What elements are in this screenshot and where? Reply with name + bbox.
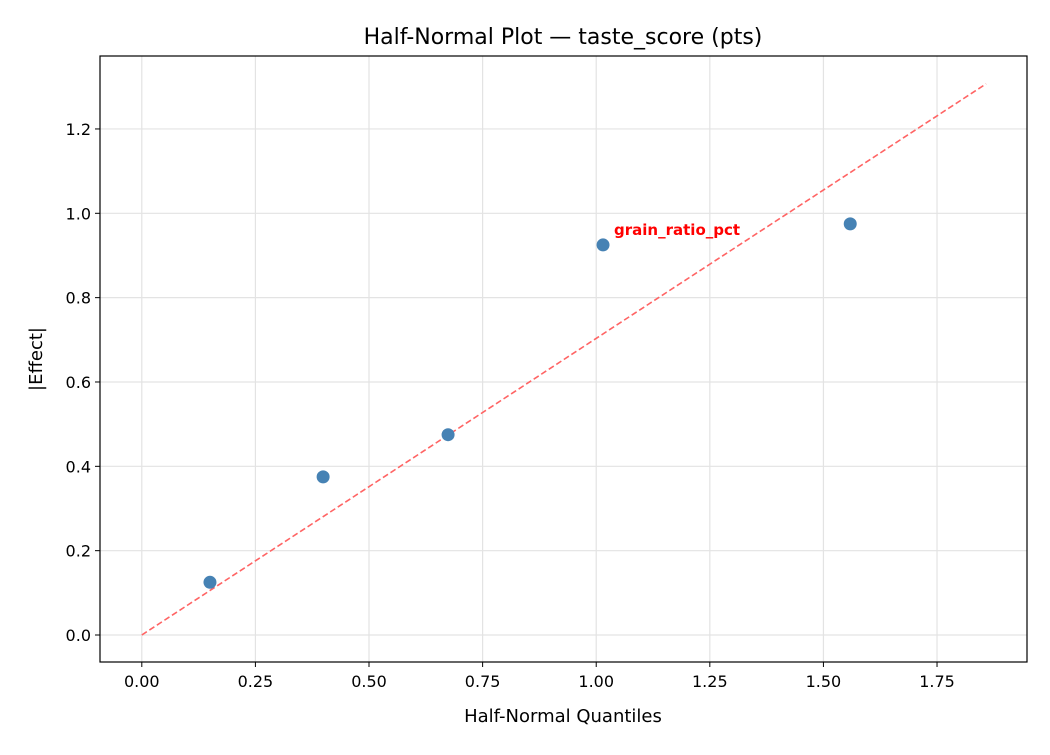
y-tick-label: 0.6 xyxy=(66,373,91,392)
data-point xyxy=(843,217,857,231)
x-tick-label: 0.00 xyxy=(124,672,160,691)
reference-line xyxy=(141,83,987,636)
y-axis-label: |Effect| xyxy=(26,327,47,391)
x-tick-label: 1.75 xyxy=(919,672,955,691)
x-tick-label: 1.25 xyxy=(692,672,728,691)
data-point xyxy=(596,238,610,252)
x-tick-label: 1.00 xyxy=(578,672,614,691)
x-axis-label: Half-Normal Quantiles xyxy=(464,706,662,727)
y-tick-label: 0.8 xyxy=(66,289,91,308)
y-tick-label: 1.2 xyxy=(66,120,91,139)
y-tick-label: 0.2 xyxy=(66,542,91,561)
data-point xyxy=(441,428,455,442)
x-tick-label: 1.50 xyxy=(806,672,842,691)
x-tick-label: 0.50 xyxy=(351,672,387,691)
chart-title: Half-Normal Plot — taste_score (pts) xyxy=(364,25,763,50)
point-annotation: grain_ratio_pct xyxy=(614,221,740,239)
y-tick-label: 0.0 xyxy=(66,626,91,645)
data-point xyxy=(203,575,217,589)
data-point xyxy=(316,470,330,484)
x-tick-label: 0.25 xyxy=(238,672,274,691)
x-tick-label: 0.75 xyxy=(465,672,501,691)
plot-frame xyxy=(99,55,1028,663)
y-tick-label: 1.0 xyxy=(66,204,91,223)
y-tick-label: 0.4 xyxy=(66,457,91,476)
